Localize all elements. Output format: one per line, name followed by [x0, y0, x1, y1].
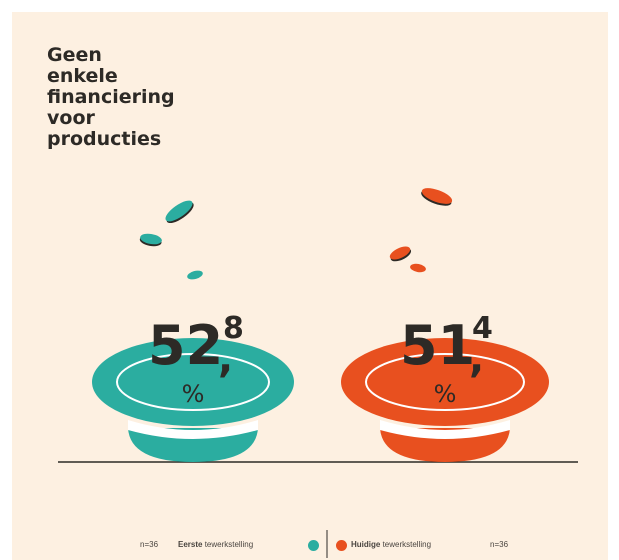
chart-title: Geen enkele financiering voor producties: [47, 44, 175, 150]
coin-1-huidige: [421, 188, 453, 206]
legend-label-huidige-rest: tewerkstelling: [380, 540, 432, 549]
legend-label-eerste: Eerste tewerkstelling: [178, 540, 253, 549]
value-int-huidige: 51: [400, 314, 475, 377]
legend-swatch-eerste: [308, 540, 319, 551]
coins-huidige: [389, 188, 453, 273]
legend-swatch-huidige: [336, 540, 347, 551]
hat-huidige: 51 4 , %: [341, 311, 549, 462]
hat-opening-eerste: [116, 353, 270, 411]
hat-opening-huidige: [365, 353, 525, 411]
coin-1-eerste: [165, 200, 194, 224]
coin-3-huidige: [410, 263, 426, 273]
coin-2-eerste: [139, 233, 162, 247]
value-dec-huidige: 4: [472, 311, 493, 346]
hat-band-huidige: [380, 420, 510, 439]
value-int-eerste: 52: [148, 314, 223, 377]
legend-label-huidige: Huidige tewerkstelling: [351, 540, 431, 549]
coins-eerste: [139, 200, 203, 280]
legend-label-eerste-bold: Eerste: [178, 540, 203, 549]
infographic-card: [12, 12, 608, 560]
coin-2-huidige: [389, 246, 412, 262]
hat-band-eerste: [128, 420, 258, 439]
hat-eerste: 52 8 , %: [92, 311, 294, 462]
hat-brim-eerste: [92, 338, 294, 426]
decimal-comma-huidige: ,: [469, 336, 484, 382]
legend-label-eerste-rest: tewerkstelling: [202, 540, 254, 549]
legend-label-huidige-bold: Huidige: [351, 540, 381, 549]
unit-eerste: %: [182, 380, 205, 408]
coin-3-eerste: [187, 270, 203, 280]
legend-n-eerste: n=36: [140, 540, 159, 549]
legend-n-huidige: n=36: [490, 540, 509, 549]
value-dec-eerste: 8: [223, 311, 244, 346]
decimal-comma-eerste: ,: [218, 336, 233, 382]
unit-huidige: %: [434, 380, 457, 408]
